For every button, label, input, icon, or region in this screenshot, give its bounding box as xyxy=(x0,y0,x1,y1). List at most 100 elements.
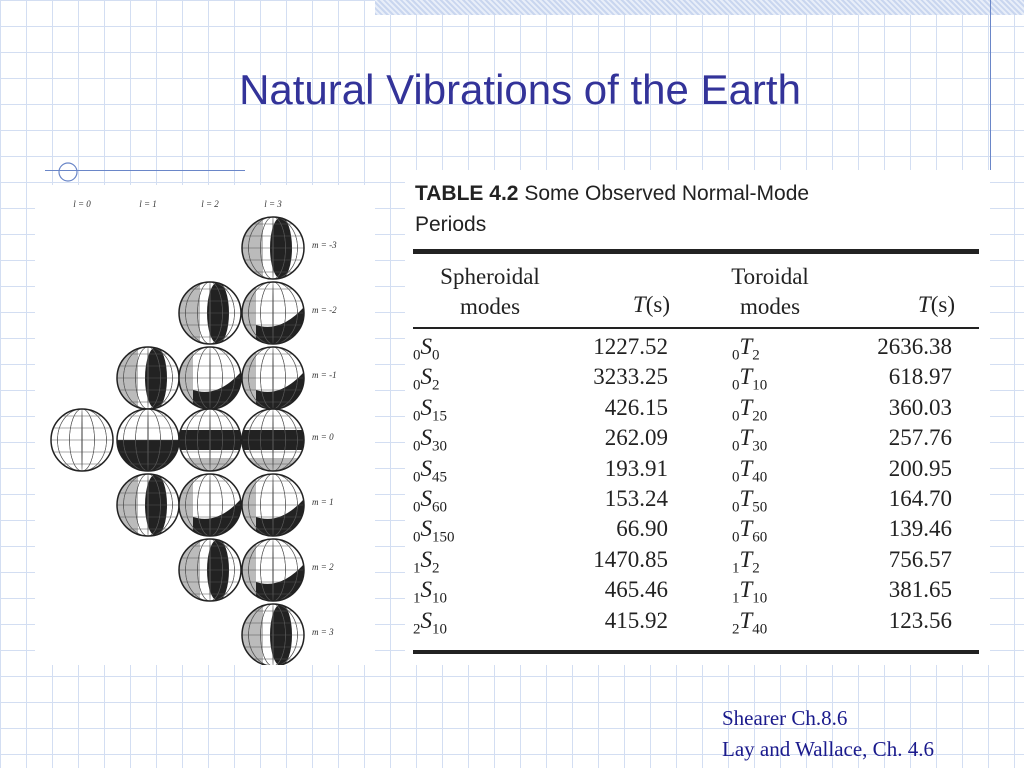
meridian xyxy=(57,409,107,471)
outline xyxy=(178,538,242,602)
meridian xyxy=(185,282,235,344)
mode-degree: 45 xyxy=(432,469,447,486)
mode-degree: 50 xyxy=(752,499,768,516)
mode-type: T xyxy=(739,364,753,390)
period: 193.91 xyxy=(604,455,668,481)
meridian xyxy=(197,539,223,601)
l-label: l = 3 xyxy=(264,199,282,209)
outline xyxy=(241,216,305,280)
sphere-figure: l = 0 l = 1 l = 2 l = 3 m = -3 m = -2 m = -1 m … xyxy=(50,199,337,667)
meridian xyxy=(248,604,298,666)
outline xyxy=(178,408,242,472)
mode-type: T xyxy=(739,516,753,542)
mode-degree: 2 xyxy=(752,347,760,364)
mode-degree: 0 xyxy=(432,347,440,364)
header: (s) xyxy=(645,292,670,317)
mode-type: S xyxy=(420,546,433,572)
meridian xyxy=(123,347,173,409)
period: 123.56 xyxy=(888,607,952,633)
mode-degree: 2 xyxy=(752,560,760,577)
mode-degree: 150 xyxy=(432,529,455,546)
mode: 0S0 xyxy=(413,334,440,365)
sphere-body xyxy=(242,604,304,666)
sphere xyxy=(116,346,180,410)
outline xyxy=(241,408,305,472)
shade xyxy=(179,499,241,536)
mode-order: 0 xyxy=(413,499,421,516)
mode-order: 0 xyxy=(732,469,740,486)
meridian xyxy=(135,474,161,536)
mode-degree: 2 xyxy=(432,560,440,577)
mode-order: 1 xyxy=(732,560,740,577)
mode: 0S15 xyxy=(413,395,447,426)
period: 426.15 xyxy=(604,394,668,420)
divider xyxy=(45,170,245,171)
mode: 0S60 xyxy=(413,486,447,517)
meridian xyxy=(69,409,95,471)
meridian xyxy=(248,539,298,601)
period: 465.46 xyxy=(604,577,668,603)
mode-order: 1 xyxy=(413,590,421,607)
l-label: l = 1 xyxy=(139,199,157,209)
mode-degree: 10 xyxy=(752,590,768,607)
mode-order: 0 xyxy=(732,438,740,455)
outline xyxy=(241,473,305,537)
sphere xyxy=(241,538,305,602)
sphere xyxy=(178,473,242,537)
period: 257.76 xyxy=(888,425,952,451)
mode-type: S xyxy=(420,394,433,420)
meridian xyxy=(197,409,223,471)
sphere xyxy=(241,281,305,345)
citation: Shearer Ch.8.6 xyxy=(722,706,848,730)
sphere-body xyxy=(117,474,179,536)
sphere xyxy=(241,473,305,537)
mode: 0T60 xyxy=(732,516,767,547)
mode-type: S xyxy=(420,425,433,451)
mode: 2S10 xyxy=(413,608,447,639)
mode: 0T50 xyxy=(732,486,767,517)
period: 153.24 xyxy=(604,486,668,511)
mode: 0S2 xyxy=(413,364,440,395)
mode-type: S xyxy=(420,577,433,603)
mode-type: S xyxy=(420,516,433,542)
mode-degree: 30 xyxy=(752,438,768,455)
mode-type: T xyxy=(739,334,753,359)
period: 66.90 xyxy=(616,516,668,542)
meridian xyxy=(260,347,286,409)
sphere-body xyxy=(179,539,241,601)
period: 381.65 xyxy=(888,577,952,603)
mode-degree: 15 xyxy=(432,408,447,425)
mode-type: T xyxy=(739,546,753,572)
shade xyxy=(179,372,241,409)
period: 360.03 xyxy=(888,394,952,420)
mode-degree: 40 xyxy=(752,621,768,638)
period: 3233.25 xyxy=(593,364,668,390)
l-label: l = 0 xyxy=(73,199,91,209)
sphere xyxy=(178,538,242,602)
mode-degree: 2 xyxy=(432,377,440,394)
outline xyxy=(241,281,305,345)
period: 415.92 xyxy=(604,607,668,633)
rule xyxy=(413,327,979,329)
shade xyxy=(242,604,263,666)
divider xyxy=(990,0,991,170)
mode: 1T10 xyxy=(732,577,767,608)
mode: 0T2 xyxy=(732,334,760,365)
shade xyxy=(117,440,179,471)
mode-type: T xyxy=(739,455,753,481)
mode: 0S150 xyxy=(413,516,455,547)
meridian xyxy=(185,539,235,601)
sphere xyxy=(241,603,305,667)
mode: 0S30 xyxy=(413,425,447,456)
m-label: m = -3 xyxy=(312,240,337,250)
m-label: m = 2 xyxy=(312,562,334,572)
mode-order: 0 xyxy=(413,529,421,546)
mode: 0T40 xyxy=(732,456,767,487)
mode-type: S xyxy=(420,486,433,511)
meridian xyxy=(185,474,235,536)
mode: 0T30 xyxy=(732,425,767,456)
mode-order: 0 xyxy=(413,438,421,455)
mode-degree: 30 xyxy=(432,438,447,455)
meridian xyxy=(135,409,161,471)
